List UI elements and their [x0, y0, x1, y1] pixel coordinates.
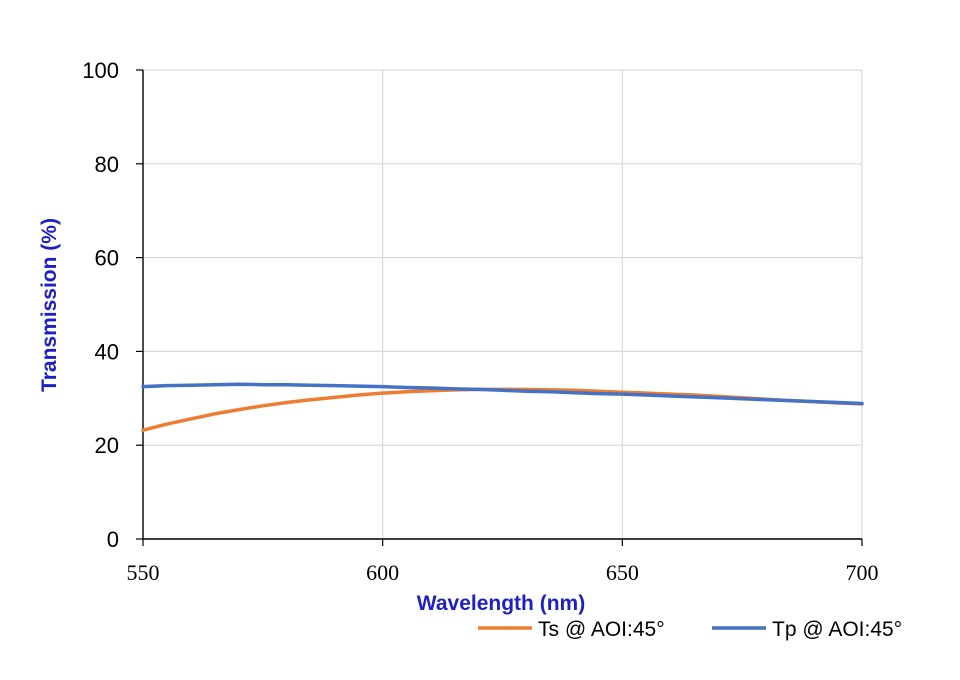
- series-line-2: [141, 382, 864, 406]
- x-tick-label: 700: [846, 560, 879, 585]
- legend: Ts @ AOI:45° Tp @ AOI:45°: [478, 618, 902, 641]
- y-tick-label: 60: [95, 246, 119, 271]
- x-axis-title: Wavelength (nm): [417, 592, 585, 615]
- y-tick-label: 20: [95, 433, 119, 458]
- y-tick-label: 80: [95, 152, 119, 177]
- y-tick-labels: 0 20 40 60 80 100: [82, 58, 119, 552]
- x-tick-labels: 550 600 650 700: [127, 560, 879, 585]
- x-tick-label: 600: [366, 560, 399, 585]
- axes: [136, 69, 863, 546]
- legend-label: Ts @ AOI:45°: [538, 618, 665, 641]
- legend-label: Tp @ AOI:45°: [772, 618, 902, 641]
- series-lines: [141, 382, 864, 432]
- y-tick-label: 100: [82, 58, 119, 83]
- x-tick-label: 650: [606, 560, 639, 585]
- y-tick-label: 0: [107, 527, 119, 552]
- y-tick-label: 40: [95, 339, 119, 364]
- y-axis-title: Transmission (%): [38, 218, 61, 392]
- gridlines: [143, 69, 863, 539]
- series-line-1: [141, 387, 864, 432]
- x-tick-label: 550: [127, 560, 160, 585]
